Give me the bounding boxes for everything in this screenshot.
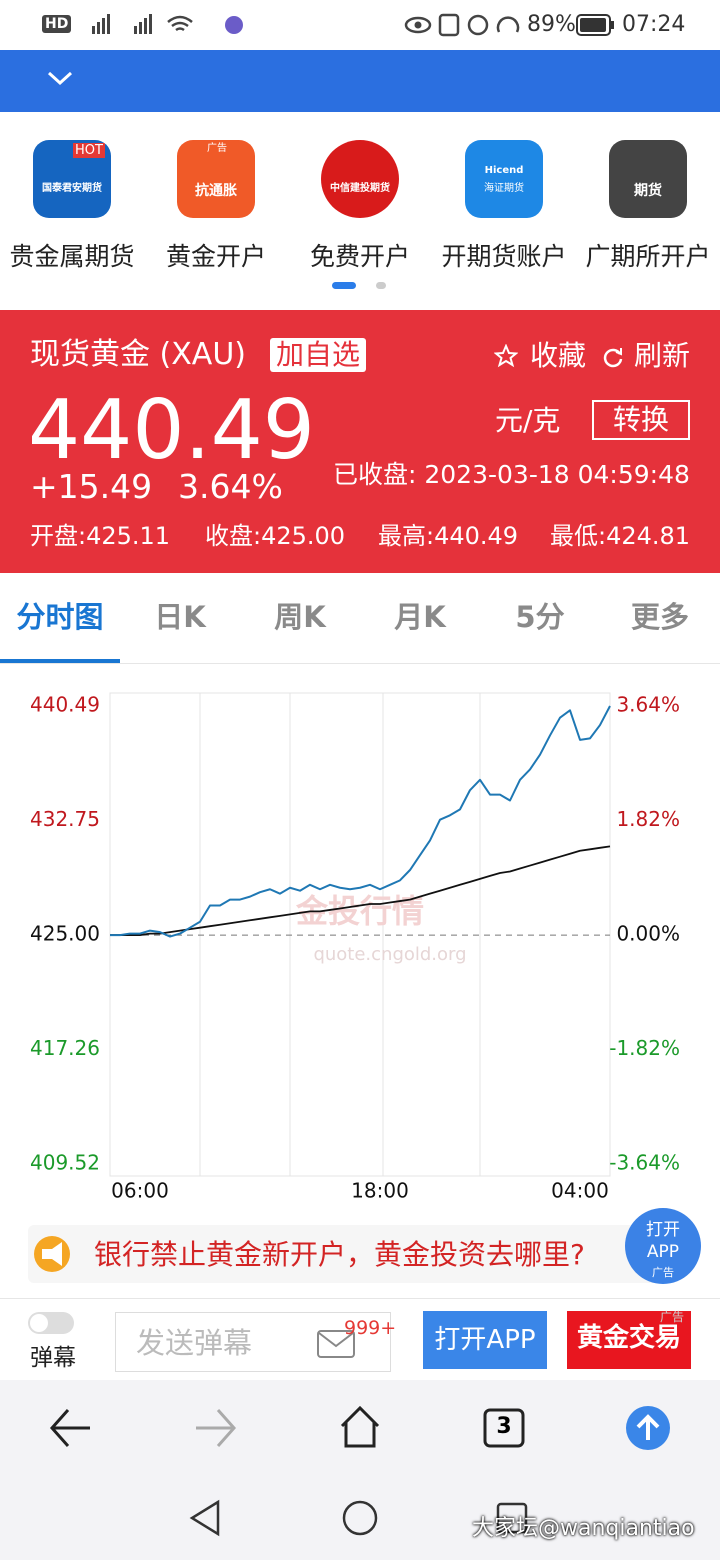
- ad-label[interactable]: 开期货账户: [441, 242, 567, 271]
- y-tick-label: 440.49: [30, 693, 100, 717]
- favorite[interactable]: 收藏: [530, 339, 587, 372]
- message-count: 999+: [344, 1317, 397, 1339]
- y-tick-label: 417.26: [30, 1036, 100, 1060]
- refresh-icon: [603, 348, 623, 368]
- y-tick-label: 409.52: [30, 1151, 100, 1175]
- trade-button[interactable]: 黄金交易: [567, 1311, 691, 1369]
- open: 开盘:425.11: [30, 522, 171, 550]
- top-bar: [0, 50, 720, 112]
- danmu-toggle[interactable]: [28, 1312, 74, 1334]
- price-line: [110, 845, 611, 936]
- unit: 元/克: [495, 404, 561, 437]
- y-tick-label: 425.00: [30, 922, 100, 946]
- system-nav-icons: [189, 1499, 528, 1537]
- ad-row: 国泰君安期货 HOT 贵金属期货 抗通胀 广告黄金开户 中信建投期货免费开户 Hicend 海…: [0, 112, 720, 310]
- float-ad: 广告: [652, 1266, 674, 1279]
- mail-icon: [317, 1330, 355, 1358]
- ad-label[interactable]: 黄金开户: [165, 242, 266, 271]
- vertical-grid: [199, 693, 481, 1176]
- battery-text: 89%: [527, 12, 576, 37]
- low: 最低:424.81: [550, 522, 691, 550]
- x-tick-label: 06:00: [111, 1179, 169, 1203]
- star-icon: [494, 344, 518, 368]
- add-watchlist[interactable]: 加自选: [270, 338, 367, 372]
- tab[interactable]: 日K: [154, 600, 206, 634]
- quote-name: 现货黄金 (XAU): [30, 337, 246, 372]
- page-dot: [332, 282, 356, 289]
- danmu-input[interactable]: 发送弹幕 999+: [115, 1312, 396, 1372]
- page-dot: [376, 282, 386, 289]
- status-icons-right: [404, 13, 520, 37]
- price-line: [110, 705, 611, 938]
- x-tick-label: 04:00: [551, 1179, 609, 1203]
- hd-icon: HD: [42, 15, 72, 33]
- news-banner[interactable]: 银行禁止黄金新开户，黄金投资去哪里?: [28, 1225, 678, 1283]
- y2-tick-label: 1.82%: [616, 807, 680, 831]
- ad-logo: 期货: [634, 183, 662, 199]
- tab[interactable]: 更多: [630, 600, 689, 634]
- source-watermark: 大家坛@wanqiantiao: [472, 1516, 695, 1541]
- y2-tick-label: -3.64%: [609, 1151, 680, 1175]
- tab-indicator: [0, 659, 120, 663]
- y2-tick-label: -1.82%: [609, 1036, 680, 1060]
- ad-logo: 中信建投期货: [330, 183, 390, 194]
- y2-tick-label: 3.64%: [616, 693, 680, 717]
- prev-close: 收盘:425.00: [205, 522, 346, 550]
- tab-bar: 分时图 日K 周K 月K 5分 更多: [0, 573, 720, 664]
- ad-icon[interactable]: 抗通胀 广告: [177, 140, 255, 218]
- chart-watermark-url: quote.cngold.org: [313, 944, 466, 965]
- open-app-float[interactable]: 打开 APP 广告: [625, 1208, 701, 1284]
- ad-tag: 广告: [660, 1310, 685, 1324]
- float-text: 打开: [646, 1220, 680, 1240]
- ad-icon[interactable]: 国泰君安期货 HOT: [33, 140, 111, 218]
- danmu-label: 弹幕: [30, 1345, 76, 1371]
- ad-icon[interactable]: Hicend 海证期货: [465, 140, 543, 218]
- quote-panel: 现货黄金 (XAU) 加自选 收藏 刷新 440.49 元/克 转换 +15.4…: [0, 310, 720, 573]
- change: +15.49: [30, 467, 153, 506]
- ad-label[interactable]: 贵金属期货: [9, 242, 135, 271]
- system-nav: 大家坛@wanqiantiao: [0, 1470, 720, 1560]
- ad-label[interactable]: 免费开户: [309, 242, 410, 271]
- status-icons: [92, 14, 243, 34]
- x-tick-label: 18:00: [351, 1179, 409, 1203]
- collapse-button[interactable]: [46, 68, 74, 88]
- tab-count[interactable]: 3: [496, 1414, 512, 1439]
- y-tick-label: 432.75: [30, 807, 100, 831]
- tab[interactable]: 周K: [274, 600, 326, 634]
- open-app-button[interactable]: 打开APP: [423, 1311, 547, 1369]
- change-pct: 3.64%: [178, 467, 283, 506]
- high: 最高:440.49: [378, 522, 519, 550]
- tab[interactable]: 月K: [394, 600, 446, 634]
- chart: 金投行情 quote.cngold.org 440.49432.75425.00…: [30, 692, 680, 1203]
- refresh[interactable]: 刷新: [634, 339, 691, 372]
- ad-badge: 广告: [207, 143, 227, 154]
- browser-nav-icons: [49, 1405, 670, 1450]
- ad-icon[interactable]: 中信建投期货: [321, 140, 399, 218]
- clock: 07:24: [622, 12, 686, 37]
- ad-badge: HOT: [73, 143, 105, 158]
- ad-logo: Hicend: [484, 165, 524, 176]
- browser-nav: 3: [0, 1380, 720, 1470]
- placeholder: 发送弹幕: [136, 1326, 253, 1360]
- tab[interactable]: 分时图: [16, 600, 104, 634]
- battery-icon: [576, 14, 614, 36]
- market-status: 已收盘: 2023-03-18 04:59:48: [333, 460, 690, 489]
- ad-label[interactable]: 广期所开户: [585, 242, 711, 271]
- ad-icon[interactable]: 期货: [609, 140, 687, 218]
- y2-tick-label: 0.00%: [616, 922, 680, 946]
- plot-frame: [109, 692, 611, 1177]
- status-bar: HD 89% 07:24: [0, 0, 720, 50]
- megaphone-icon: [34, 1236, 70, 1272]
- ad-logo: 国泰君安期货: [42, 183, 102, 194]
- convert-button[interactable]: 转换: [592, 400, 690, 440]
- bottom-bar: 弹幕 发送弹幕 999+ 打开APP 黄金交易 广告: [0, 1298, 720, 1381]
- price: 440.49: [28, 383, 315, 478]
- tab[interactable]: 5分: [515, 600, 565, 634]
- news-text[interactable]: 银行禁止黄金新开户，黄金投资去哪里?: [94, 1238, 585, 1271]
- ad-sub: 海证期货: [484, 183, 524, 194]
- ad-logo: 抗通胀: [195, 183, 237, 199]
- float-text: APP: [646, 1242, 680, 1262]
